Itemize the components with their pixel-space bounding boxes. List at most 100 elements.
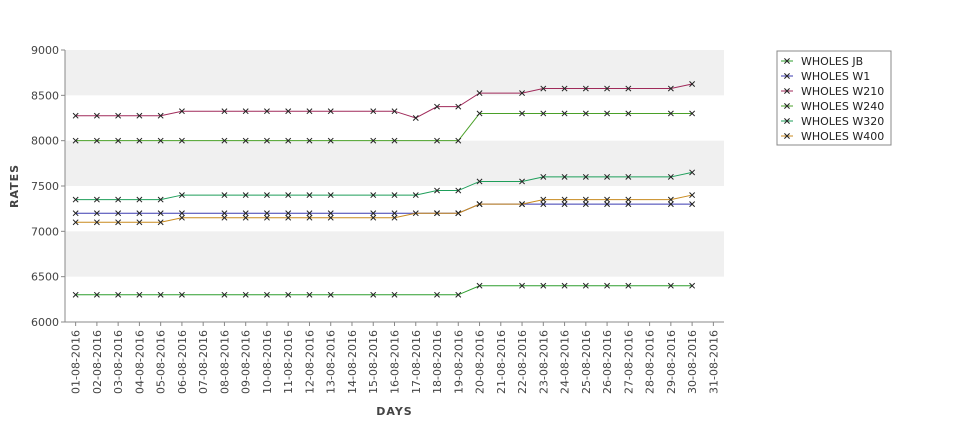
- series-layer: [72, 81, 696, 298]
- data-point: [178, 291, 185, 298]
- data-point: [370, 210, 377, 217]
- data-point: [370, 214, 377, 221]
- series: [72, 169, 696, 203]
- legend-item: WHOLES W240: [781, 100, 884, 113]
- data-point: [263, 210, 270, 217]
- legend-label: WHOLES W1: [801, 70, 870, 83]
- data-point: [604, 201, 611, 208]
- data-point: [221, 108, 228, 115]
- x-tick-label: 19-08-2016: [452, 330, 465, 394]
- x-tick-label: 27-08-2016: [622, 330, 635, 394]
- data-point: [540, 110, 547, 117]
- data-point: [689, 201, 696, 208]
- data-point: [72, 219, 79, 226]
- data-point: [391, 291, 398, 298]
- data-point: [582, 110, 589, 117]
- data-point: [391, 214, 398, 221]
- grid-band: [65, 231, 724, 277]
- data-point: [689, 282, 696, 289]
- data-point: [455, 103, 462, 110]
- data-point: [476, 90, 483, 97]
- data-point: [285, 108, 292, 115]
- y-tick-label: 7500: [31, 180, 59, 193]
- data-point: [242, 291, 249, 298]
- data-point: [327, 291, 334, 298]
- data-point: [263, 192, 270, 199]
- data-point: [540, 282, 547, 289]
- data-point: [157, 112, 164, 119]
- x-tick-label: 23-08-2016: [537, 330, 550, 394]
- data-point: [72, 137, 79, 144]
- data-point: [221, 214, 228, 221]
- data-point: [391, 192, 398, 199]
- data-point: [604, 196, 611, 203]
- x-axis-title: DAYS: [376, 405, 412, 418]
- data-point: [434, 187, 440, 194]
- data-point: [667, 85, 674, 92]
- data-point: [72, 291, 79, 298]
- data-point: [604, 173, 611, 180]
- data-point: [285, 291, 292, 298]
- x-tick-label: 20-08-2016: [474, 330, 487, 394]
- data-point: [561, 110, 568, 117]
- data-point: [434, 103, 440, 110]
- legend-item: WHOLES W210: [781, 85, 884, 98]
- data-point: [157, 210, 164, 217]
- data-point: [136, 196, 143, 203]
- legend-marker: [784, 118, 790, 124]
- legend-marker: [784, 103, 790, 109]
- data-point: [476, 178, 483, 185]
- x-tick-label: 14-08-2016: [346, 330, 359, 394]
- y-tick-label: 7000: [31, 225, 59, 238]
- series: [72, 81, 696, 121]
- data-point: [93, 137, 100, 144]
- data-point: [221, 137, 228, 144]
- legend-marker: [784, 58, 790, 64]
- data-point: [221, 291, 228, 298]
- x-tick-label: 15-08-2016: [367, 330, 380, 394]
- legend-marker: [784, 133, 790, 139]
- data-point: [221, 210, 228, 217]
- x-tick-label: 07-08-2016: [197, 330, 210, 394]
- legend-box: [776, 50, 892, 146]
- data-point: [178, 108, 185, 115]
- data-point: [519, 90, 526, 97]
- data-point: [242, 214, 249, 221]
- series: [72, 282, 696, 298]
- data-point: [157, 137, 164, 144]
- data-point: [93, 112, 100, 119]
- data-point: [157, 291, 164, 298]
- x-tick-label: 21-08-2016: [495, 330, 508, 394]
- data-point: [157, 219, 164, 226]
- legend-marker: [784, 73, 790, 79]
- grid-band: [65, 50, 724, 96]
- x-tick-label: 10-08-2016: [261, 330, 274, 394]
- data-point: [455, 137, 462, 144]
- x-axis: 01-08-2016 02-08-2016 03-08-2016 04-08-2016…: [65, 321, 724, 394]
- x-tick-label: 24-08-2016: [559, 330, 572, 394]
- data-point: [455, 291, 462, 298]
- data-point: [519, 110, 526, 117]
- data-point: [412, 192, 419, 199]
- y-tick-label: 6000: [31, 316, 59, 329]
- legend-label: WHOLES W240: [801, 100, 884, 113]
- data-point: [391, 137, 398, 144]
- data-point: [93, 210, 100, 217]
- x-tick-label: 11-08-2016: [282, 330, 295, 394]
- data-point: [72, 210, 79, 217]
- data-point: [178, 210, 185, 217]
- legend-label: WHOLES W210: [801, 85, 884, 98]
- data-point: [412, 210, 419, 217]
- data-point: [519, 178, 526, 185]
- legend: WHOLES JB WHOLES W1 WHOLES W210 WHOLES W240…: [776, 50, 892, 146]
- data-point: [561, 282, 568, 289]
- data-point: [136, 291, 143, 298]
- data-point: [327, 108, 334, 115]
- legend-item: WHOLES W1: [781, 70, 870, 83]
- data-point: [157, 196, 164, 203]
- x-tick-label: 17-08-2016: [410, 330, 423, 394]
- data-point: [285, 192, 292, 199]
- data-point: [455, 210, 462, 217]
- legend-marker: [784, 88, 790, 94]
